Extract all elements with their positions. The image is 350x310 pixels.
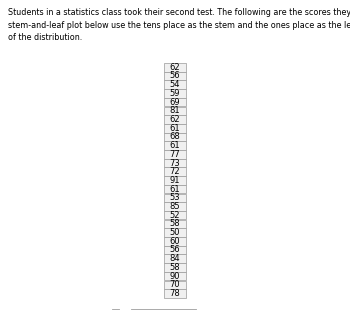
FancyBboxPatch shape	[164, 185, 186, 193]
FancyBboxPatch shape	[164, 228, 186, 237]
FancyBboxPatch shape	[164, 281, 186, 289]
FancyBboxPatch shape	[164, 150, 186, 159]
FancyBboxPatch shape	[164, 159, 186, 167]
Text: 62: 62	[170, 115, 180, 124]
Text: 91: 91	[170, 176, 180, 185]
FancyBboxPatch shape	[164, 263, 186, 272]
FancyBboxPatch shape	[164, 255, 186, 263]
Text: 90: 90	[170, 272, 180, 281]
Text: 77: 77	[170, 150, 180, 159]
FancyBboxPatch shape	[164, 289, 186, 298]
Text: 78: 78	[170, 289, 180, 298]
Text: 61: 61	[170, 124, 180, 133]
Text: 70: 70	[170, 280, 180, 289]
FancyBboxPatch shape	[164, 124, 186, 132]
Text: Students in a statistics class took their second test. The following are the sco: Students in a statistics class took thei…	[8, 8, 350, 42]
Text: 61: 61	[170, 184, 180, 194]
Text: 58: 58	[170, 219, 180, 228]
FancyBboxPatch shape	[164, 193, 186, 202]
FancyBboxPatch shape	[164, 72, 186, 80]
Text: 84: 84	[170, 254, 180, 263]
Text: 59: 59	[170, 89, 180, 98]
Text: 85: 85	[170, 202, 180, 211]
FancyBboxPatch shape	[164, 115, 186, 124]
FancyBboxPatch shape	[164, 219, 186, 228]
Text: 54: 54	[170, 80, 180, 89]
Text: 56: 56	[170, 72, 180, 81]
FancyBboxPatch shape	[164, 89, 186, 98]
FancyBboxPatch shape	[164, 141, 186, 150]
Text: 58: 58	[170, 263, 180, 272]
FancyBboxPatch shape	[164, 167, 186, 176]
Text: 68: 68	[170, 132, 180, 141]
Text: 56: 56	[170, 246, 180, 255]
Text: 73: 73	[170, 158, 180, 167]
FancyBboxPatch shape	[164, 133, 186, 141]
FancyBboxPatch shape	[164, 63, 186, 72]
Text: 50: 50	[170, 228, 180, 237]
Text: 60: 60	[170, 237, 180, 246]
FancyBboxPatch shape	[164, 237, 186, 246]
Text: 62: 62	[170, 63, 180, 72]
Text: 81: 81	[170, 106, 180, 115]
FancyBboxPatch shape	[164, 176, 186, 185]
Text: 69: 69	[170, 98, 180, 107]
FancyBboxPatch shape	[164, 246, 186, 254]
FancyBboxPatch shape	[164, 211, 186, 219]
FancyBboxPatch shape	[164, 272, 186, 281]
Text: 72: 72	[170, 167, 180, 176]
FancyBboxPatch shape	[164, 98, 186, 106]
FancyBboxPatch shape	[164, 80, 186, 89]
FancyBboxPatch shape	[164, 202, 186, 211]
Text: 53: 53	[170, 193, 180, 202]
Text: 61: 61	[170, 141, 180, 150]
FancyBboxPatch shape	[164, 107, 186, 115]
Text: 52: 52	[170, 211, 180, 220]
